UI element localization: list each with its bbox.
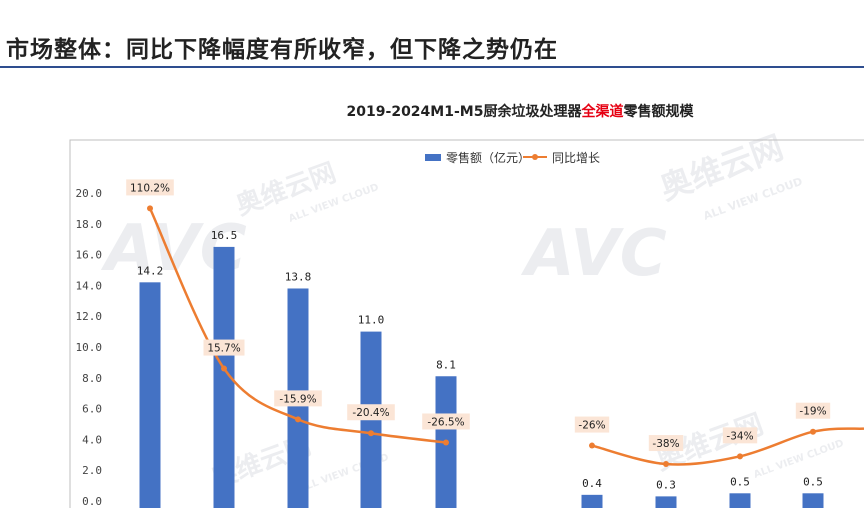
bar-value-label: 0.5 xyxy=(803,475,823,488)
legend-line-marker xyxy=(532,154,538,160)
growth-point xyxy=(810,428,816,435)
legend-bar-label: 零售额（亿元） xyxy=(446,150,530,165)
growth-value-label: -38% xyxy=(652,438,679,450)
legend-bar-swatch xyxy=(425,154,441,161)
bar xyxy=(581,494,603,508)
bar-value-label: 11.0 xyxy=(358,314,385,327)
growth-label-bg xyxy=(648,435,684,452)
growth-value-label: 15.7% xyxy=(207,343,240,355)
y-tick-label: 6.0 xyxy=(82,403,102,416)
y-tick-label: 18.0 xyxy=(76,218,103,231)
growth-point xyxy=(147,205,153,212)
chart-title-part: 2019-2024M1-M5厨余垃圾处理器 xyxy=(347,103,583,120)
y-axis: 0.0 2.0 4.0 6.0 8.0 10.0 12.0 14.0 16.0 18.0 20.0 xyxy=(76,187,103,508)
growth-value-label: -19% xyxy=(799,406,826,418)
chart-title-part: 零售额规模 xyxy=(622,103,694,120)
line-series: 110.2% 15.7% -15.9% -20.4% -26.5% -26% -38% -34… xyxy=(126,179,864,468)
growth-value-label: -20.4% xyxy=(352,407,389,419)
y-tick-label: 20.0 xyxy=(76,187,103,200)
growth-point xyxy=(368,430,374,437)
growth-point xyxy=(589,442,595,449)
growth-label-bg xyxy=(795,402,831,419)
growth-label-bg xyxy=(347,404,395,421)
bar-value-label: 14.2 xyxy=(137,264,164,277)
bar-value-label: 0.3 xyxy=(656,478,676,491)
growth-label-bg xyxy=(203,339,245,356)
growth-point xyxy=(737,453,743,460)
bar xyxy=(655,496,677,508)
plot-area xyxy=(69,139,864,508)
y-tick-label: 0.0 xyxy=(82,495,102,508)
bar-value-label: 0.5 xyxy=(730,475,750,488)
growth-label-bg xyxy=(422,413,470,430)
growth-value-label: -26.5% xyxy=(427,416,464,428)
y-tick-label: 10.0 xyxy=(76,341,103,354)
y-tick-label: 12.0 xyxy=(76,310,103,323)
growth-value-label: 110.2% xyxy=(130,182,170,194)
bar-value-label: 16.5 xyxy=(211,229,238,242)
chart-title-part: 全渠道 xyxy=(580,103,623,120)
bar xyxy=(213,246,235,508)
growth-label-bg xyxy=(274,390,322,407)
bar-value-label: 0.4 xyxy=(582,477,602,490)
growth-value-label: -34% xyxy=(726,430,753,442)
bar-value-label: 13.8 xyxy=(285,270,312,283)
bar xyxy=(139,282,161,508)
y-tick-label: 4.0 xyxy=(82,433,102,446)
growth-point xyxy=(443,439,449,446)
growth-point xyxy=(663,461,669,468)
bar xyxy=(802,493,824,508)
chart-title: 2019-2024M1-M5厨余垃圾处理器全渠道零售额规模 xyxy=(347,103,695,120)
growth-value-label: -15.9% xyxy=(279,393,316,405)
watermark-logo-2: AVC xyxy=(520,217,667,291)
growth-label-bg xyxy=(126,179,174,196)
y-tick-label: 14.0 xyxy=(76,279,103,292)
y-tick-label: 8.0 xyxy=(82,372,102,385)
growth-label-bg xyxy=(722,427,758,444)
legend: 零售额（亿元） 同比增长 xyxy=(425,150,600,165)
growth-point xyxy=(221,365,227,372)
y-tick-label: 16.0 xyxy=(76,249,103,262)
bar xyxy=(729,493,751,508)
watermark-en-4: ALL VIEW CLOUD xyxy=(752,438,845,481)
page-title: 市场整体：同比下降幅度有所收窄，但下降之势仍在 xyxy=(6,37,558,63)
y-tick-label: 2.0 xyxy=(82,464,102,477)
growth-value-label: -26% xyxy=(578,420,605,432)
page-header: 市场整体：同比下降幅度有所收窄，但下降之势仍在 xyxy=(0,0,864,70)
growth-line xyxy=(148,207,447,444)
growth-label-bg xyxy=(574,416,610,433)
legend-line-label: 同比增长 xyxy=(552,151,600,165)
bar-value-label: 8.1 xyxy=(436,358,456,371)
title-divider xyxy=(0,66,864,68)
growth-point xyxy=(295,416,301,423)
